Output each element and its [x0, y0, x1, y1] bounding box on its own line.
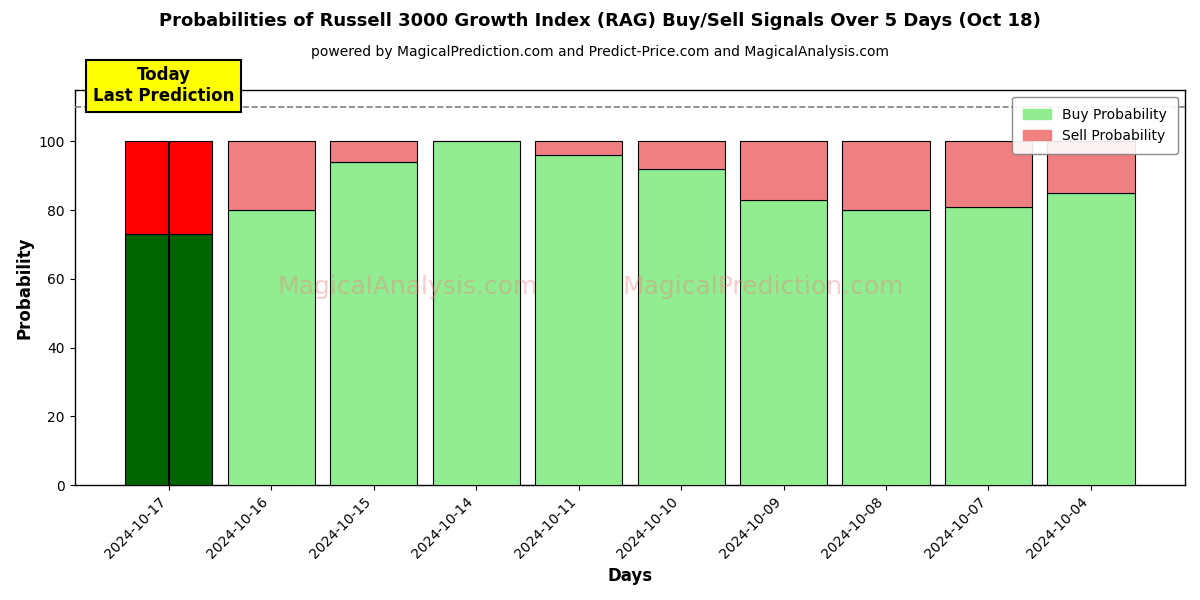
Bar — [228, 142, 314, 210]
Bar — [432, 142, 520, 485]
Bar — [169, 142, 212, 234]
Bar — [637, 142, 725, 169]
Text: Probabilities of Russell 3000 Growth Index (RAG) Buy/Sell Signals Over 5 Days (O: Probabilities of Russell 3000 Growth Ind… — [160, 12, 1040, 30]
Bar — [535, 155, 622, 485]
Bar — [330, 162, 418, 485]
Bar — [125, 142, 168, 234]
Text: MagicalAnalysis.com: MagicalAnalysis.com — [277, 275, 538, 299]
Bar — [330, 142, 418, 162]
Bar — [1048, 142, 1134, 193]
Bar — [637, 169, 725, 485]
Bar — [1048, 193, 1134, 485]
Text: powered by MagicalPrediction.com and Predict-Price.com and MagicalAnalysis.com: powered by MagicalPrediction.com and Pre… — [311, 45, 889, 59]
Bar — [125, 234, 168, 485]
Text: MagicalPrediction.com: MagicalPrediction.com — [623, 275, 904, 299]
Bar — [944, 206, 1032, 485]
Bar — [740, 200, 827, 485]
Bar — [944, 142, 1032, 206]
Bar — [169, 234, 212, 485]
Text: Today
Last Prediction: Today Last Prediction — [92, 67, 234, 105]
Bar — [228, 210, 314, 485]
Bar — [842, 210, 930, 485]
Bar — [740, 142, 827, 200]
Y-axis label: Probability: Probability — [16, 236, 34, 338]
X-axis label: Days: Days — [607, 567, 653, 585]
Bar — [842, 142, 930, 210]
Legend: Buy Probability, Sell Probability: Buy Probability, Sell Probability — [1012, 97, 1178, 154]
Bar — [535, 142, 622, 155]
